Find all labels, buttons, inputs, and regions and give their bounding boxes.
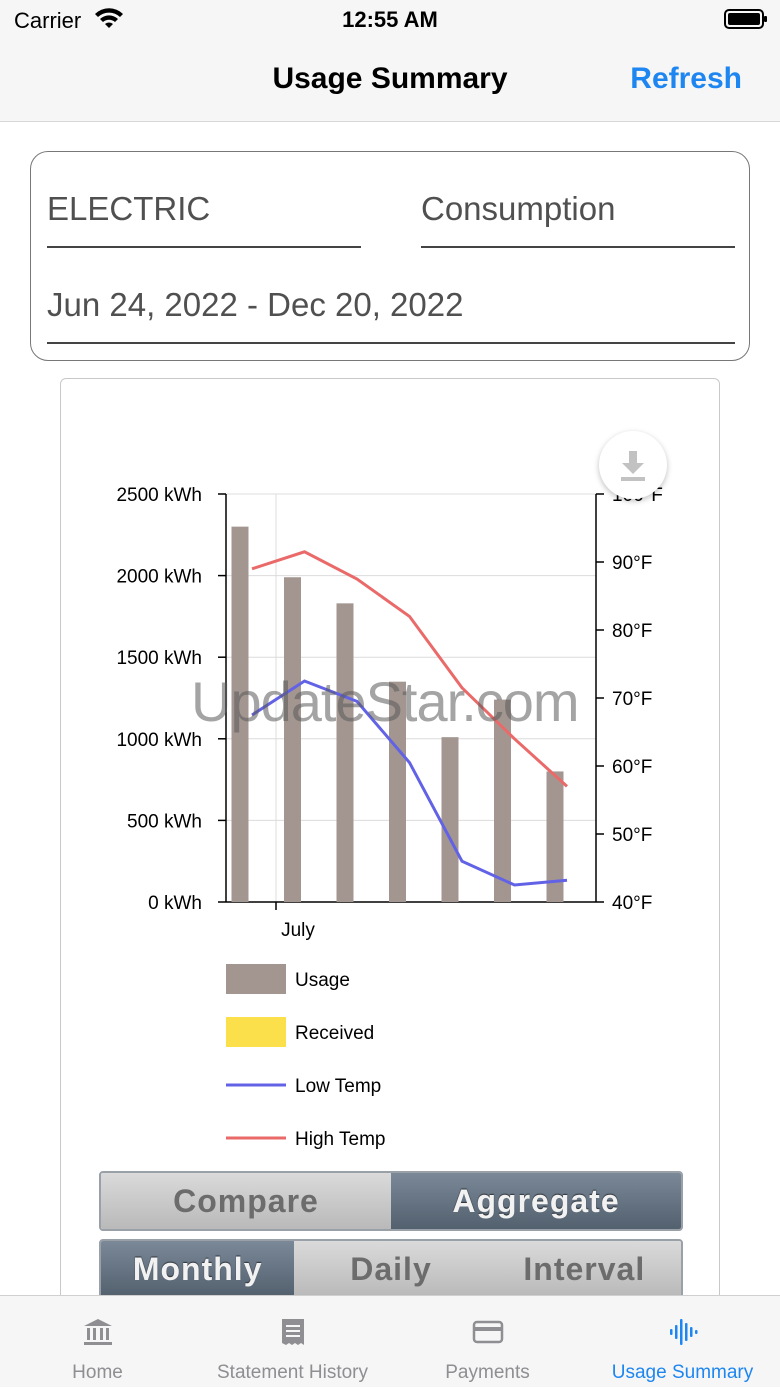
daily-toggle[interactable]: Daily <box>294 1241 488 1297</box>
usage-bar <box>389 681 406 902</box>
tab-bar: Home Statement History Payments Usage Su… <box>0 1295 780 1387</box>
bank-icon <box>84 1319 112 1345</box>
credit-card-icon <box>472 1320 504 1344</box>
legend-label: Received <box>295 1023 374 1044</box>
left-axis-tick-label: 1000 kWh <box>116 730 202 751</box>
receipt-icon <box>282 1319 304 1345</box>
compare-toggle[interactable]: Compare <box>101 1173 391 1229</box>
tab-label: Usage Summary <box>611 1362 754 1383</box>
high-temp-line <box>251 550 569 788</box>
tab-usage-summary[interactable]: Usage Summary <box>585 1296 780 1388</box>
right-axis-tick-label: 40°F <box>612 893 652 914</box>
legend-swatch <box>226 1017 286 1047</box>
right-axis-tick-label: 80°F <box>612 621 652 642</box>
tab-label: Payments <box>445 1362 530 1383</box>
tab-label: Home <box>72 1362 123 1383</box>
legend-label: Low Temp <box>295 1076 381 1097</box>
wifi-icon <box>95 8 123 28</box>
download-icon <box>621 451 645 481</box>
usage-bar <box>546 771 564 902</box>
status-bar: Carrier 12:55 AM <box>0 0 780 40</box>
battery-icon <box>724 9 767 29</box>
aggregate-toggle[interactable]: Aggregate <box>391 1173 681 1229</box>
right-axis-tick-label: 90°F <box>612 553 652 574</box>
left-axis-tick-label: 500 kWh <box>127 811 202 832</box>
monthly-toggle[interactable]: Monthly <box>101 1241 295 1297</box>
usage-chart-card: 0 kWh 500 kWh 1000 kWh 1500 kWh 2000 kWh 2500… <box>60 378 720 1338</box>
tab-label: Statement History <box>217 1362 368 1383</box>
left-axis-tick-label: 2500 kWh <box>116 485 202 506</box>
interval-toggle[interactable]: Interval <box>487 1241 681 1297</box>
refresh-button[interactable]: Refresh <box>630 62 742 95</box>
status-time: 12:55 AM <box>342 7 438 32</box>
waveform-icon <box>670 1319 698 1345</box>
carrier-label: Carrier <box>14 8 82 33</box>
x-axis-tick-label: July <box>281 920 315 941</box>
navigation-bar: Usage Summary Refresh <box>0 40 780 122</box>
tab-home[interactable]: Home <box>0 1296 195 1388</box>
low-temp-line <box>251 679 568 887</box>
legend-label: High Temp <box>295 1129 385 1150</box>
usage-bar <box>231 526 249 902</box>
right-axis-tick-label: 50°F <box>612 825 652 846</box>
usage-bar <box>336 603 354 902</box>
tab-statement-history[interactable]: Statement History <box>195 1296 390 1388</box>
usage-chart: 0 kWh 500 kWh 1000 kWh 1500 kWh 2000 kWh 2500… <box>116 485 662 1150</box>
left-axis-tick-label: 2000 kWh <box>116 567 202 588</box>
chart-download-button[interactable] <box>599 431 667 499</box>
right-axis-tick-label: 60°F <box>612 757 652 778</box>
watermark-text: UpdateStar.com <box>191 670 580 733</box>
filter-card: ELECTRIC Consumption Jun 24, 2022 - Dec … <box>30 151 750 361</box>
right-axis-tick-label: 70°F <box>612 689 652 710</box>
period-toggle: Monthly Daily Interval <box>99 1239 683 1299</box>
usage-bar <box>284 577 301 902</box>
mode-toggle: Compare Aggregate <box>99 1171 683 1231</box>
measure-type-field[interactable]: Consumption <box>421 190 735 248</box>
tab-payments[interactable]: Payments <box>390 1296 585 1388</box>
usage-bar <box>494 699 511 902</box>
legend-swatch <box>226 964 286 994</box>
date-range-field[interactable]: Jun 24, 2022 - Dec 20, 2022 <box>47 286 735 344</box>
page-title: Usage Summary <box>272 62 508 95</box>
left-axis-tick-label: 1500 kWh <box>116 648 202 669</box>
service-type-field[interactable]: ELECTRIC <box>47 190 361 248</box>
left-axis-tick-label: 0 kWh <box>148 893 202 914</box>
legend-label: Usage <box>295 970 350 991</box>
usage-bar <box>441 737 459 902</box>
